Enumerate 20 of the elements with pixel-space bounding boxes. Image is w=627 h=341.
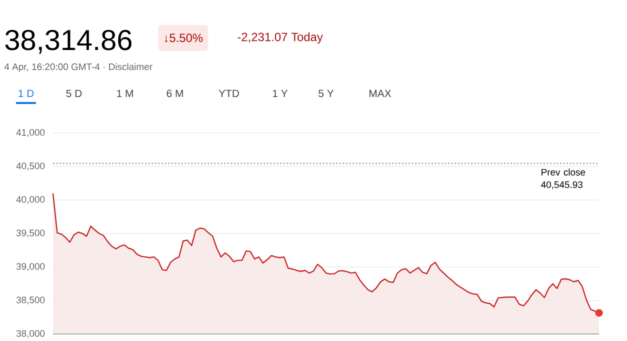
chart-subtitle: 4 Apr, 16:20:00 GMT-4 · Disclaimer: [4, 63, 152, 72]
y-tick-label: 38,500: [16, 296, 45, 304]
text: 5 D: [66, 90, 82, 97]
y-tick-label: 41,000: [16, 128, 45, 137]
y-tick-label: 39,500: [16, 229, 45, 238]
text: ↓5.50%: [164, 34, 203, 42]
text: 1 M: [117, 90, 133, 97]
y-tick-label: 38,000: [16, 330, 45, 338]
ref-line-label: Prev close 40,545.93: [541, 168, 586, 190]
text: 5 Y: [318, 90, 334, 97]
text: 6 M: [166, 90, 183, 97]
text: -2,231.07 Today: [238, 32, 323, 44]
chart-title: 38,314.86: [5, 30, 132, 54]
y-tick-label: 40,000: [16, 196, 45, 204]
y-tick-label: 40,500: [16, 162, 45, 170]
text: MAX: [370, 90, 392, 97]
y-tick-label: 39,000: [16, 262, 45, 271]
text: 1 Y: [272, 90, 288, 97]
text: YTD: [218, 90, 239, 97]
text: 1 D: [18, 90, 34, 97]
